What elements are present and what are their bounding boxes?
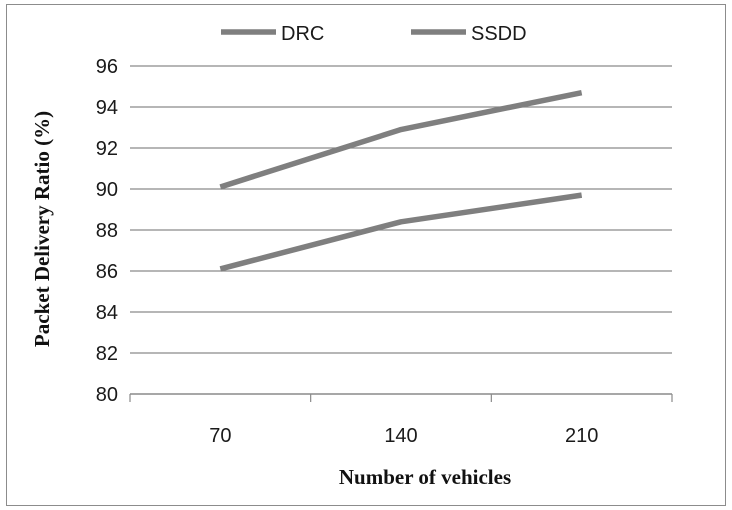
y-tick-labels: 80 82 84 86 88 90 92 94 96: [96, 56, 118, 406]
legend-label-ssdd: SSDD: [471, 23, 527, 45]
x-tick-label: 140: [384, 425, 417, 447]
y-tick-label: 94: [96, 97, 118, 119]
y-axis-title: Packet Delivery Ratio (%): [30, 111, 54, 347]
x-tick-label: 210: [565, 425, 598, 447]
legend: DRC SSDD: [221, 23, 527, 45]
series-line-drc: [219, 192, 583, 272]
y-tick-label: 92: [96, 138, 118, 160]
y-tick-label: 90: [96, 179, 118, 201]
y-tick-label: 82: [96, 343, 118, 365]
x-axis: [129, 393, 673, 402]
x-tick-labels: 70 140 210: [209, 425, 598, 447]
chart-frame: [6, 4, 726, 506]
series-lines: [219, 89, 583, 272]
x-axis-title: Number of vehicles: [339, 465, 511, 489]
y-tick-label: 86: [96, 261, 118, 283]
y-tick-label: 80: [96, 384, 118, 406]
y-tick-label: 96: [96, 56, 118, 78]
y-tick-label: 88: [96, 220, 118, 242]
x-tick-label: 70: [209, 425, 231, 447]
y-tick-label: 84: [96, 302, 118, 324]
series-line-ssdd: [219, 89, 583, 190]
legend-label-drc: DRC: [281, 23, 324, 45]
gridlines: [130, 65, 672, 354]
